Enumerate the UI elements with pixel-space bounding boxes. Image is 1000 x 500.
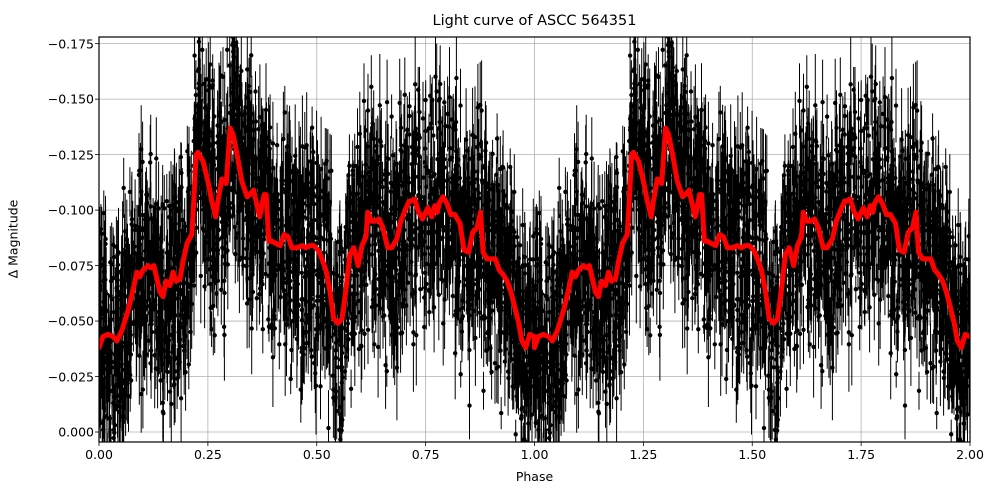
y-tick-label: −0.025 (47, 369, 94, 385)
y-tick-label: 0.000 (58, 424, 94, 440)
x-tick-label: 2.00 (956, 447, 984, 462)
y-tick-label: −0.075 (47, 258, 94, 274)
axis-ticks (95, 43, 971, 446)
x-tick-label: 0.50 (302, 447, 331, 462)
y-tick-label: −0.150 (47, 91, 94, 107)
x-tick-label: 1.50 (738, 447, 767, 462)
x-tick-label: 0.75 (411, 447, 440, 462)
y-tick-label: −0.175 (47, 36, 94, 52)
y-tick-label: −0.125 (47, 147, 94, 163)
x-tick-label: 0.25 (193, 447, 222, 462)
chart-title: Light curve of ASCC 564351 (432, 13, 637, 29)
x-tick-label: 1.25 (629, 447, 658, 462)
x-tick-label: 1.00 (520, 447, 549, 462)
y-axis-label: Δ Magnitude (5, 199, 21, 279)
x-tick-label: 1.75 (847, 447, 876, 462)
y-tick-label: −0.050 (47, 313, 94, 329)
model-curve (99, 125, 970, 351)
x-axis-label: Phase (515, 469, 554, 484)
x-tick-label: 0.00 (85, 447, 113, 462)
y-tick-label: −0.100 (47, 202, 94, 218)
